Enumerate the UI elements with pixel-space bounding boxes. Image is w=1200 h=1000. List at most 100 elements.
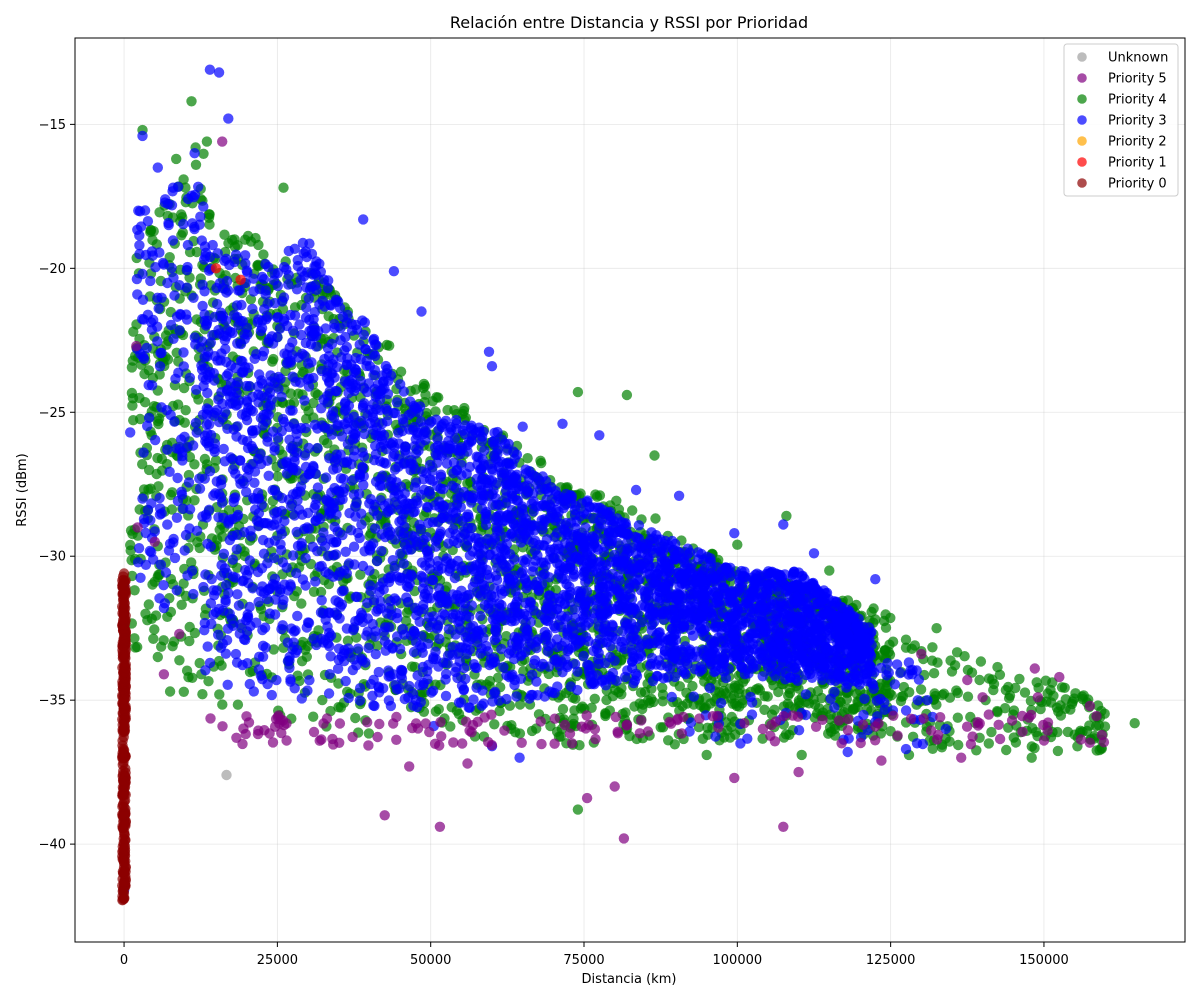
data-point [338, 585, 349, 596]
data-point [601, 637, 612, 648]
data-point [152, 452, 163, 464]
data-point [284, 662, 295, 674]
data-point [295, 481, 307, 492]
data-point [1069, 693, 1080, 704]
data-point [281, 562, 292, 573]
data-point [324, 669, 335, 680]
data-point [134, 413, 146, 425]
data-point [522, 453, 533, 464]
data-point [511, 449, 523, 460]
data-point [292, 610, 303, 622]
data-point [418, 378, 430, 390]
data-point [223, 505, 235, 516]
data-point [369, 523, 381, 534]
data-point [401, 607, 413, 618]
data-point [303, 381, 315, 392]
data-point [152, 415, 164, 427]
data-point [808, 694, 819, 705]
data-point [496, 643, 507, 655]
data-point [381, 416, 393, 427]
data-point [152, 651, 163, 663]
data-point [328, 464, 339, 475]
data-point [451, 705, 463, 716]
data-point [232, 589, 243, 600]
data-point [539, 691, 550, 702]
data-point [184, 635, 195, 647]
data-point [323, 688, 335, 699]
data-point [974, 674, 985, 686]
data-point [992, 705, 1003, 717]
data-point [326, 338, 338, 350]
data-point [174, 655, 185, 666]
data-point [944, 736, 955, 747]
data-point [132, 641, 143, 653]
data-point [724, 732, 736, 743]
data-point [178, 174, 189, 185]
data-point [410, 602, 421, 613]
data-point [348, 541, 360, 552]
data-point [303, 442, 314, 454]
data-point [870, 614, 881, 625]
data-point [297, 237, 309, 249]
data-point [478, 698, 489, 709]
data-point [468, 694, 479, 705]
data-point [1060, 703, 1071, 714]
data-point [358, 479, 369, 491]
data-point [333, 702, 344, 713]
data-point [1010, 682, 1021, 694]
data-point [460, 673, 471, 685]
data-point [288, 550, 299, 561]
data-point [199, 453, 211, 465]
data-point [927, 743, 938, 754]
data-point [479, 445, 490, 456]
data-point [535, 455, 546, 466]
data-point [241, 415, 253, 426]
data-point [221, 253, 232, 264]
data-point [294, 319, 305, 330]
data-point [245, 294, 257, 305]
data-point [781, 510, 792, 522]
data-point [773, 686, 784, 698]
data-point [650, 513, 661, 524]
data-point [308, 397, 319, 409]
data-point [489, 719, 500, 730]
data-point [308, 711, 319, 722]
data-point [793, 695, 805, 706]
data-point [1014, 673, 1025, 685]
data-point [199, 610, 211, 621]
data-point [143, 599, 154, 610]
data-point [354, 683, 366, 694]
data-point [276, 623, 287, 635]
data-point [657, 696, 668, 707]
data-point [232, 421, 243, 432]
data-point [642, 695, 654, 706]
data-point [570, 693, 581, 704]
data-point [849, 703, 860, 714]
data-point [488, 688, 500, 699]
data-point [999, 703, 1011, 714]
data-point [340, 546, 351, 557]
data-point [340, 331, 351, 343]
data-point [580, 522, 591, 533]
data-point [667, 604, 678, 616]
data-point [900, 634, 912, 645]
data-point [525, 597, 536, 608]
data-point [272, 471, 283, 482]
data-point [376, 545, 387, 557]
data-point [218, 443, 229, 455]
data-point [371, 555, 383, 567]
data-point [129, 633, 140, 644]
data-point [880, 609, 891, 620]
data-point [589, 693, 600, 704]
data-point [986, 726, 997, 738]
data-point [1031, 677, 1042, 688]
data-point [812, 686, 824, 697]
data-point [624, 578, 635, 590]
data-point [580, 576, 591, 588]
data-point [323, 275, 334, 286]
data-point [350, 712, 361, 724]
data-point [494, 705, 505, 717]
data-point [226, 613, 237, 625]
data-point [452, 555, 463, 567]
data-point [289, 243, 300, 254]
